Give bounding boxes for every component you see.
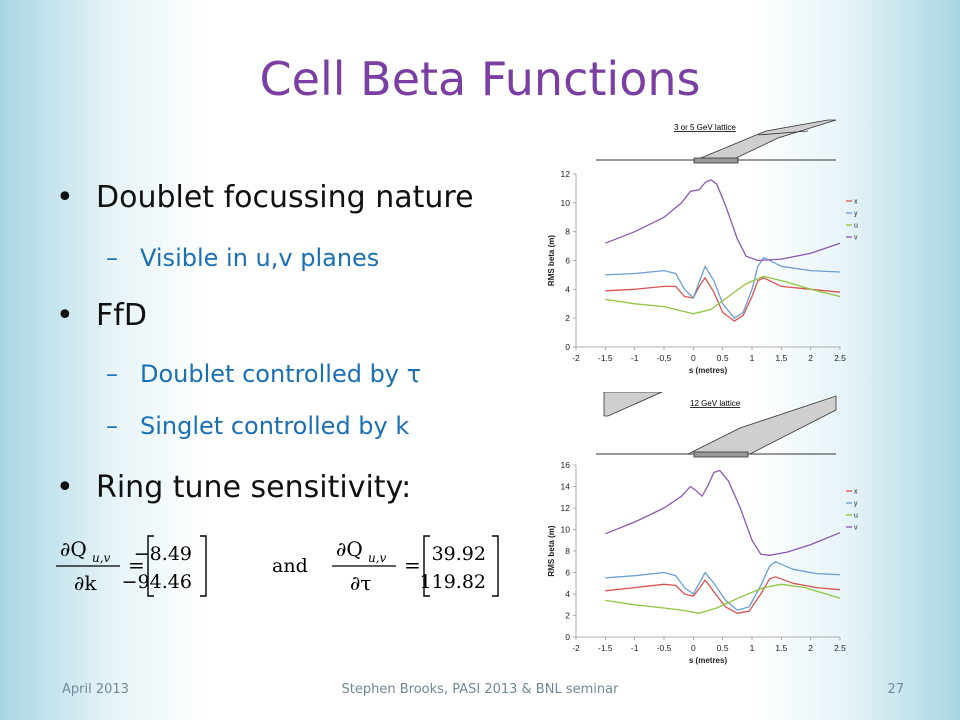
eq-and: and: [272, 555, 308, 577]
series-line-y: [605, 256, 841, 319]
x-tick-label: 2.5: [834, 643, 846, 653]
bullet-text: Doublet focussing nature: [96, 180, 474, 215]
x-tick-label: -2: [572, 643, 580, 653]
lattice-schematic-icon: [596, 119, 837, 164]
y-tick-label: 12: [561, 503, 571, 513]
lattice-schematic-icon: [596, 391, 837, 458]
eq2-numerator: ∂Q: [336, 537, 363, 561]
eq2-denominator: ∂τ: [350, 571, 371, 595]
x-tick-label: -2: [572, 353, 580, 363]
eq1-numerator: ∂Q: [60, 537, 87, 561]
series-line-x: [605, 576, 841, 614]
footer-page-number: 27: [887, 682, 904, 697]
y-tick-label: 10: [561, 198, 571, 208]
legend-label: u: [854, 223, 858, 230]
y-tick-label: 6: [565, 568, 570, 578]
footer-date: April 2013: [62, 682, 129, 697]
x-tick-label: 2.5: [834, 353, 846, 363]
svg-text:=: =: [128, 553, 145, 577]
y-axis-label: RMS beta (m): [547, 525, 556, 576]
eq2-value-t1: 39.92: [432, 543, 486, 565]
y-axis-label: RMS beta (m): [547, 235, 556, 286]
bullet-text: FfD: [96, 298, 147, 333]
legend-label: y: [854, 501, 858, 508]
y-tick-label: 0: [565, 632, 570, 642]
bullet-text: Ring tune sensitivity:: [96, 470, 412, 505]
sub-bullet-text: Singlet controlled by k: [140, 412, 410, 440]
dash-icon: –: [106, 412, 118, 440]
tune-sensitivity-equation: ∂Q u,v ∂k = −8.49 −94.46 and ∂Q u,v ∂τ =…: [46, 530, 526, 600]
x-tick-label: 1.5: [775, 643, 787, 653]
dash-icon: –: [106, 244, 118, 272]
x-tick-label: 2: [808, 353, 813, 363]
x-tick-label: 0: [691, 643, 696, 653]
y-tick-label: 8: [565, 546, 570, 556]
x-tick-label: 1: [750, 353, 755, 363]
footer-author: Stephen Brooks, PASI 2013 & BNL seminar: [341, 682, 619, 697]
series-line-v: [605, 179, 841, 262]
chart-3-5-gev: 3 or 5 GeV lattice 0 2 4 6 8 10 12 -2 -1.5 -1 -0.5…: [536, 118, 860, 384]
y-tick-label: 4: [565, 284, 570, 294]
sub-bullet-text: Doublet controlled by τ: [140, 360, 422, 388]
y-tick-label: 14: [561, 482, 571, 492]
y-tick-label: 2: [565, 313, 570, 323]
bullet-dot-icon: •: [56, 298, 74, 333]
y-tick-label: 0: [565, 342, 570, 352]
y-tick-label: 2: [565, 611, 570, 621]
eq1-value-k1: −8.49: [134, 543, 192, 565]
x-tick-label: -1.5: [598, 353, 613, 363]
x-axis-label: s (metres): [689, 366, 728, 375]
series-line-x: [605, 277, 841, 322]
chart-12-gev: 12 GeV lattice 0 2 4 6 8 10 12 14 16 -2 -1.5 -1 -0.5…: [536, 391, 860, 678]
y-tick-label: 8: [565, 227, 570, 237]
series-line-y: [605, 561, 841, 611]
legend-label: x: [854, 199, 858, 206]
legend-label: y: [854, 211, 858, 218]
y-tick-label: 4: [565, 589, 570, 599]
legend-label: x: [854, 489, 858, 496]
series-line-v: [605, 469, 841, 556]
dash-icon: –: [106, 360, 118, 388]
svg-text:=: =: [404, 553, 421, 577]
eq2-subscript: u,v: [368, 551, 387, 565]
x-tick-label: -1: [631, 353, 639, 363]
x-tick-label: -1: [631, 643, 639, 653]
y-tick-label: 12: [561, 169, 571, 179]
x-tick-label: 0: [691, 353, 696, 363]
legend-label: v: [854, 525, 858, 532]
x-axis-label: s (metres): [689, 656, 728, 665]
eq2-value-t2: 119.82: [420, 571, 486, 593]
slide-title: Cell Beta Functions: [259, 52, 701, 106]
legend-label: u: [854, 513, 858, 520]
x-tick-label: -1.5: [598, 643, 613, 653]
x-tick-label: -0.5: [657, 643, 672, 653]
bullet-dot-icon: •: [56, 470, 74, 505]
eq1-denominator: ∂k: [74, 571, 97, 595]
chart-title: 12 GeV lattice: [690, 399, 741, 408]
y-tick-label: 6: [565, 256, 570, 266]
y-tick-label: 16: [561, 460, 571, 470]
x-tick-label: 2: [808, 643, 813, 653]
series-line-u: [605, 583, 841, 614]
bullet-dot-icon: •: [56, 180, 74, 215]
chart-title: 3 or 5 GeV lattice: [674, 123, 736, 132]
x-tick-label: 1: [750, 643, 755, 653]
legend-label: v: [854, 235, 858, 242]
x-tick-label: -0.5: [657, 353, 672, 363]
x-tick-label: 0.5: [717, 643, 729, 653]
series-line-u: [605, 275, 841, 315]
x-tick-label: 0.5: [717, 353, 729, 363]
eq1-subscript: u,v: [92, 551, 111, 565]
eq1-value-k2: −94.46: [122, 571, 192, 593]
y-tick-label: 10: [561, 525, 571, 535]
sub-bullet-text: Visible in u,v planes: [140, 244, 380, 272]
x-tick-label: 1.5: [775, 353, 787, 363]
